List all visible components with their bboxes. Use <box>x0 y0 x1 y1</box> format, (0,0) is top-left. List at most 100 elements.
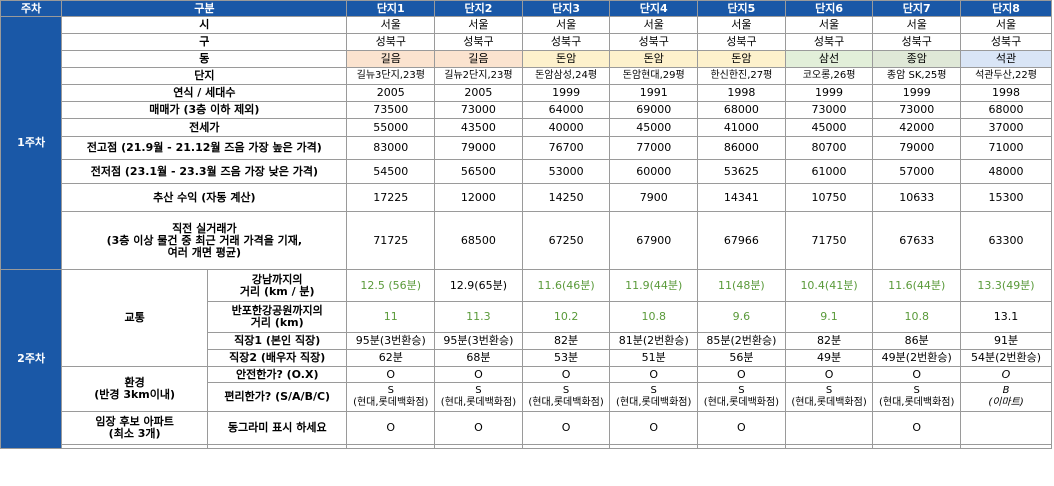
dong-cell: 종암 <box>872 50 962 68</box>
value-cell: O <box>609 366 699 383</box>
value-cell: 서울 <box>609 16 699 34</box>
value-cell: 성북구 <box>872 33 962 51</box>
value-cell: 성북구 <box>434 33 523 51</box>
value-cell: 37000 <box>960 118 1052 137</box>
value-cell: 돈암삼성,24평 <box>521 67 611 85</box>
row-label-imjang: 동그라미 표시 하세요 <box>207 411 348 445</box>
table-row: 전고점 (21.9월 - 21.12월 즈음 가장 높은 가격) 83000 790… <box>1 136 1052 160</box>
value-cell: 43500 <box>434 118 523 137</box>
value-cell: 서울 <box>697 16 786 34</box>
value-cell: 11(48분) <box>697 269 786 302</box>
value-cell: 돈암현대,29평 <box>609 67 699 85</box>
week2-label: 2주차 <box>0 269 63 449</box>
value-cell: 53625 <box>697 159 786 184</box>
value-cell: 95분(3번환승) <box>434 332 523 350</box>
category-header: 구분 <box>61 0 348 17</box>
complex-header: 단지3 <box>521 0 611 17</box>
value-cell: O <box>872 411 962 445</box>
value-cell: 79000 <box>872 136 962 160</box>
value-cell: 17225 <box>346 183 436 212</box>
value-cell: 56분 <box>697 349 786 367</box>
value-cell <box>960 411 1052 445</box>
value-cell: 82분 <box>784 332 874 350</box>
row-label-sale: 매매가 (3층 이하 제외) <box>61 101 348 119</box>
value-cell: O <box>346 366 436 383</box>
value-cell: 60000 <box>609 159 699 184</box>
table-row: 연식 / 세대수 2005 2005 1999 1991 1998 1999 1999 1998 <box>1 84 1052 102</box>
value-cell: 성북구 <box>960 33 1052 51</box>
value-cell: 10750 <box>784 183 874 212</box>
empty-cell <box>61 444 209 449</box>
value-cell: 61000 <box>784 159 874 184</box>
value-cell: 길뉴2단지,23평 <box>434 67 523 85</box>
complex-header: 단지5 <box>697 0 786 17</box>
table-row: 2주차 교통 강남까지의 거리 (km / 분) 12.5 (56분) 12.9(65분)… <box>0 269 1052 449</box>
value-cell: 77000 <box>609 136 699 160</box>
value-cell: 40000 <box>521 118 611 137</box>
row-label-complex: 단지 <box>61 67 348 85</box>
table-row: 매매가 (3층 이하 제외) 73500 73000 64000 69000 68000 7… <box>1 101 1052 119</box>
table-row: 임장 후보 아파트 (최소 3개) 동그라미 표시 하세요 O O O O O O <box>1 411 1052 445</box>
value-cell: 51분 <box>609 349 699 367</box>
value-cell: 53000 <box>521 159 611 184</box>
value-cell: 10.8 <box>872 301 962 333</box>
table-row: 전저점 (23.1월 - 23.3월 즈음 가장 낮은 가격) 54500 5650… <box>1 159 1052 184</box>
value-cell: 1999 <box>521 84 611 102</box>
empty-cell <box>960 444 1052 449</box>
value-cell: 10.8 <box>609 301 699 333</box>
value-cell: 1999 <box>784 84 874 102</box>
apartment-comparison-table: 주차 구분 단지1 단지2 단지3 단지4 단지5 단지6 단지7 단지8 1주… <box>0 0 1052 449</box>
empty-cell <box>872 444 962 449</box>
complex-header: 단지4 <box>609 0 699 17</box>
value-cell: 67250 <box>521 211 611 270</box>
row-label-hangang: 반포한강공원까지의 거리 (km) <box>207 301 348 333</box>
dong-cell: 길음 <box>434 50 523 68</box>
value-cell: 62분 <box>346 349 436 367</box>
dong-cell: 길음 <box>346 50 436 68</box>
dong-cell: 돈암 <box>697 50 786 68</box>
value-cell: 11 <box>346 301 436 333</box>
value-cell: 45000 <box>609 118 699 137</box>
row-label-low: 전저점 (23.1월 - 23.3월 즈음 가장 낮은 가격) <box>61 159 348 184</box>
value-cell: 서울 <box>346 16 436 34</box>
value-cell: 12.5 (56분) <box>346 269 436 302</box>
week1-label: 1주차 <box>0 16 63 270</box>
value-cell: 11.6(44분) <box>872 269 962 302</box>
complex-header: 단지1 <box>346 0 436 17</box>
empty-cell <box>609 444 699 449</box>
value-cell: 12.9(65분) <box>434 269 523 302</box>
empty-cell <box>697 444 786 449</box>
row-label-gu: 구 <box>61 33 348 51</box>
value-cell: O <box>434 411 523 445</box>
value-cell: 성북구 <box>609 33 699 51</box>
convenience-cell: S (현대,롯데백화점) <box>609 382 699 412</box>
value-cell <box>784 411 874 445</box>
value-cell: 길뉴3단지,23평 <box>346 67 436 85</box>
value-cell: 69000 <box>609 101 699 119</box>
value-cell: 55000 <box>346 118 436 137</box>
convenience-cell: S (현대,롯데백화점) <box>872 382 962 412</box>
value-cell: O <box>697 366 786 383</box>
value-cell: 53분 <box>521 349 611 367</box>
value-cell: 54분(2번환승) <box>960 349 1052 367</box>
value-cell: 73000 <box>434 101 523 119</box>
value-cell: 67966 <box>697 211 786 270</box>
value-cell: 63300 <box>960 211 1052 270</box>
value-cell: 73500 <box>346 101 436 119</box>
row-label-recent: 직전 실거래가 (3층 이상 물건 중 최근 거래 가격을 기재, 여러 개면 평균… <box>61 211 348 270</box>
table-row: 환경 (반경 3km이내) 안전한가? (O.X) O O O O O O O O <box>1 366 1052 412</box>
value-cell: 7900 <box>609 183 699 212</box>
convenience-cell: S (현대,롯데백화점) <box>346 382 436 412</box>
value-cell: O <box>609 411 699 445</box>
value-cell: 13.1 <box>960 301 1052 333</box>
value-cell: 54500 <box>346 159 436 184</box>
value-cell: 1999 <box>872 84 962 102</box>
value-cell: 95분(3번환승) <box>346 332 436 350</box>
value-cell: 49분(2번환승) <box>872 349 962 367</box>
group-label-transport: 교통 <box>61 269 209 367</box>
value-cell: 11.9(44분) <box>609 269 699 302</box>
value-cell: 성북구 <box>521 33 611 51</box>
convenience-cell: S (현대,롯데백화점) <box>521 382 611 412</box>
convenience-cell: S (현대,롯데백화점) <box>434 382 523 412</box>
value-cell: 82분 <box>521 332 611 350</box>
